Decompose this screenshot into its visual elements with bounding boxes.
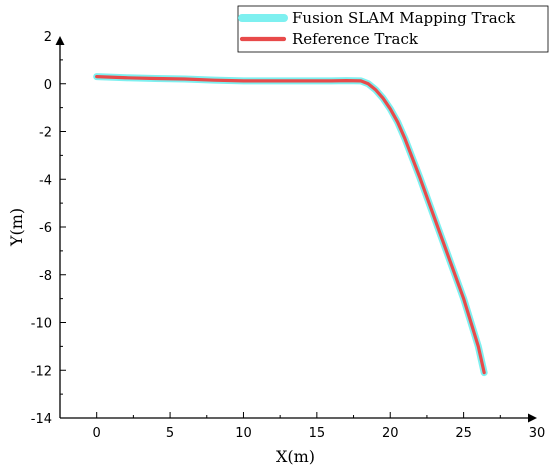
y-tick-label: 0 [44,78,52,93]
y-axis-title: Y(m) [7,208,26,247]
x-tick-label: 5 [166,426,174,441]
x-tick-label: 0 [93,426,101,441]
x-tick-label: 25 [455,426,472,441]
legend-box [237,5,549,53]
series-line-fusion-slam [93,73,488,377]
x-axis-arrow-icon [528,413,537,423]
x-tick-label: 30 [529,426,546,441]
legend-label-0: Fusion SLAM Mapping Track [292,9,516,27]
x-axis-title: X(m) [276,447,315,466]
y-tick-label: -14 [31,412,52,427]
y-tick-label: -12 [31,364,52,379]
y-tick-label: 2 [44,30,52,45]
x-tick-label: 15 [309,426,326,441]
y-tick-label: -2 [39,126,52,141]
y-axis-arrow-icon [55,36,65,45]
y-tick-label: -10 [31,317,52,332]
x-tick-label: 10 [235,426,252,441]
legend-label-1: Reference Track [292,30,419,48]
y-tick-label: -8 [39,269,52,284]
legend: Fusion SLAM Mapping Track Reference Track [237,5,549,53]
series-layer [93,73,488,377]
x-tick-label: 20 [382,426,399,441]
series-line-reference [95,74,486,375]
y-tick-label: -4 [39,173,52,188]
y-tick-label: -6 [39,221,52,236]
